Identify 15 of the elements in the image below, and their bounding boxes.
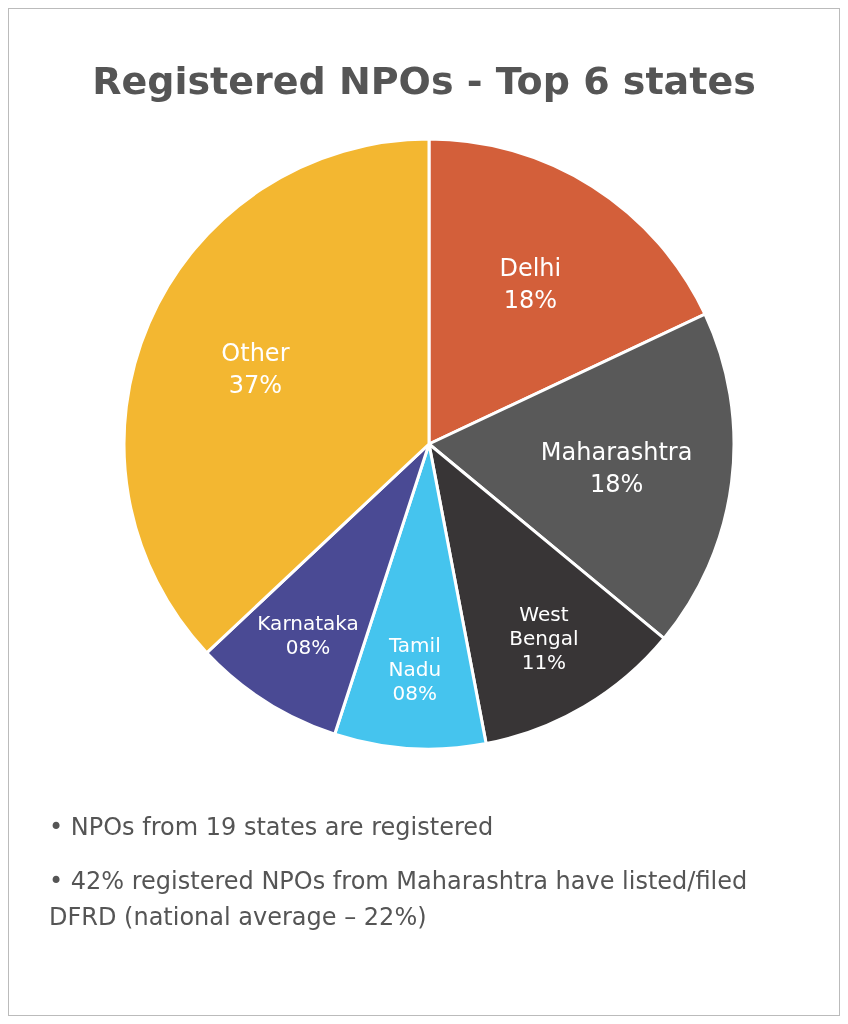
data-label: 08% <box>285 634 331 659</box>
slice-label: West Bengal <box>509 602 579 651</box>
text: • NPOs from 19 states are registered <box>49 812 495 843</box>
data-label: 08% <box>392 681 438 706</box>
text: • 42% registered NPOs from Maharashtra have listed/filed DFRD (national average – 22%) <box>49 866 749 933</box>
data-label: 18% <box>589 469 644 498</box>
slice-label: Maharashtra <box>540 437 693 466</box>
slice-label: Delhi <box>499 254 562 283</box>
data-label: 37% <box>228 370 283 399</box>
slice-label: Tamil Nadu <box>387 633 442 682</box>
slice-label: Other <box>221 338 290 367</box>
chart-title: Registered NPOs - Top 6 states <box>91 58 757 105</box>
slice-label: Karnataka <box>257 610 359 635</box>
data-label: 18% <box>503 286 557 315</box>
data-label: 11% <box>521 650 567 675</box>
